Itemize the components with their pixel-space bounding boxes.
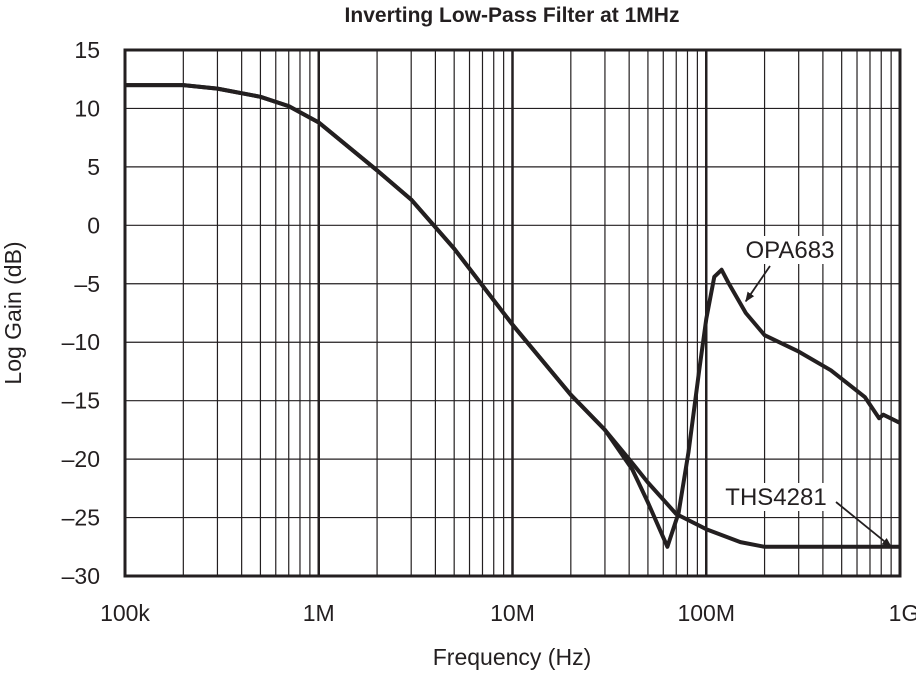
y-tick-label: –25 <box>62 505 100 531</box>
series-line-ths4281 <box>125 83 900 549</box>
y-tick-label: –10 <box>62 329 100 355</box>
x-tick-label: 1G <box>889 600 916 626</box>
x-tick-labels: 100k 1M 10M 100M 1G <box>100 600 916 626</box>
y-tick-label: 10 <box>74 95 100 121</box>
x-tick-label: 100k <box>100 600 150 626</box>
annotations: OPA683 THS4281 <box>723 236 892 548</box>
annotation-bg <box>723 483 829 511</box>
annotation-label-opa683: OPA683 <box>746 237 835 264</box>
x-tick-label: 1M <box>303 600 335 626</box>
y-tick-labels: 15 10 5 0 –5 –10 –15 –20 –25 –30 <box>62 37 100 589</box>
y-tick-label: –20 <box>62 446 100 472</box>
x-tick-label: 100M <box>677 600 735 626</box>
annotation-arrow <box>745 265 771 303</box>
y-tick-label: 0 <box>87 212 100 238</box>
grid <box>123 49 900 577</box>
y-axis-label: Log Gain (dB) <box>0 241 26 384</box>
y-tick-label: 5 <box>87 154 100 180</box>
chart-title: Inverting Low-Pass Filter at 1MHz <box>345 4 680 27</box>
x-tick-label: 10M <box>490 600 535 626</box>
y-tick-label: –5 <box>74 271 100 297</box>
y-tick-label: –15 <box>62 388 100 414</box>
annotation-arrow <box>835 501 892 548</box>
plot-frame <box>123 48 902 578</box>
series-lines <box>125 83 901 549</box>
annotation-label-ths4281: THS4281 <box>725 484 826 511</box>
y-tick-label: 15 <box>74 37 100 63</box>
x-axis-label: Frequency (Hz) <box>433 644 591 670</box>
y-tick-label: –30 <box>62 563 100 589</box>
annotation-bg <box>745 236 835 264</box>
